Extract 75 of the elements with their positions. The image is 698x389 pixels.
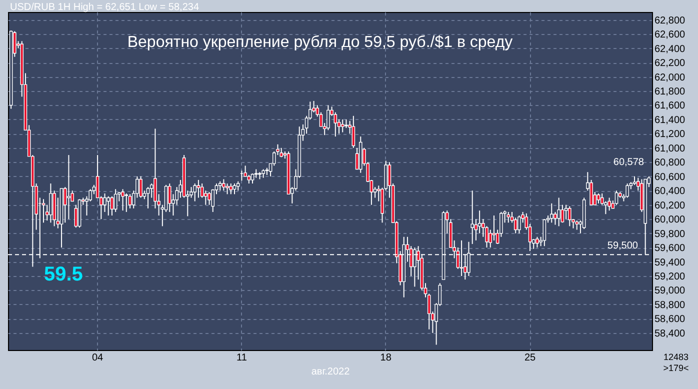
candlestick — [67, 154, 70, 220]
candlestick — [575, 220, 579, 230]
annotation: 60,578 — [613, 157, 644, 168]
candlestick — [554, 211, 557, 226]
y-tick-label: 59,200 — [654, 271, 686, 282]
y-tick-label: 61,200 — [654, 129, 686, 140]
candlestick — [110, 196, 114, 216]
y-tick-label: 60,000 — [654, 214, 686, 226]
candlestick — [470, 190, 474, 244]
candlestick — [49, 182, 52, 224]
candlestick — [614, 190, 618, 206]
y-tick-label: 61,400 — [654, 114, 686, 126]
candlestick — [128, 194, 132, 209]
y-tick-label: 62,800 — [654, 15, 686, 26]
annotation: 59.5 — [44, 264, 83, 286]
candlestick — [236, 180, 240, 192]
y-tick-label: 58,600 — [654, 314, 686, 326]
candlestick — [103, 192, 106, 212]
x-tick-label: 11 — [236, 352, 248, 364]
candlestick — [208, 192, 211, 206]
candlestick — [106, 196, 110, 216]
candlestick — [114, 188, 118, 212]
candlestick — [564, 204, 568, 220]
x-tick-label: 18 — [380, 352, 392, 364]
candlestick — [121, 188, 124, 212]
candlestick — [250, 173, 254, 184]
candlestick — [506, 211, 510, 224]
candlestick — [352, 115, 356, 148]
y-tick-label: 58,800 — [654, 300, 686, 311]
x-tick-label: 04 — [92, 352, 104, 364]
y-tick-label: 61,000 — [654, 143, 686, 154]
candlestick — [124, 192, 128, 212]
candlestick — [568, 206, 572, 227]
candlestick — [608, 197, 611, 212]
y-tick-label: 60,800 — [654, 158, 686, 169]
candlestick — [542, 218, 546, 247]
text: Вероятно укрепление рубля до 59,5 руб./$1 в среду — [127, 34, 513, 51]
annotation: USD/RUB 1H High = 62,651 Low = 58,234 — [10, 2, 200, 13]
candlestick — [168, 182, 172, 212]
y-tick-label: 62,000 — [654, 72, 686, 84]
y-tick-label: 59,800 — [654, 228, 686, 240]
y-tick-label: 60,600 — [654, 172, 686, 183]
candlestick — [626, 182, 629, 198]
candlestick — [340, 118, 344, 133]
y-tick-label: 59,400 — [654, 257, 686, 268]
candlestick — [557, 197, 560, 227]
ref-line-label: 59,500 — [607, 240, 638, 252]
y-tick-label: 61,600 — [654, 100, 686, 112]
candlestick — [146, 186, 150, 209]
candlestick — [226, 182, 229, 195]
candlestick — [193, 182, 197, 202]
text: 12483 — [663, 352, 689, 362]
candlestick — [229, 182, 233, 195]
candlestick — [492, 215, 496, 241]
y-tick-label: 60,400 — [654, 186, 686, 198]
y-tick-label: 62,600 — [654, 30, 686, 41]
candlestick — [222, 178, 226, 192]
candlestick — [218, 180, 222, 192]
y-tick-label: 61,800 — [654, 86, 686, 98]
candlestick — [204, 190, 208, 206]
y-tick-label: 58,400 — [654, 328, 686, 340]
candlestick — [326, 104, 330, 131]
y-tick-label: 59,600 — [654, 243, 686, 254]
y-tick-label: 59,000 — [654, 286, 686, 297]
y-tick-label: 60,200 — [654, 200, 686, 212]
text: >179< — [663, 363, 689, 373]
y-tick-label: 62,400 — [654, 44, 686, 55]
candlestick — [536, 236, 539, 248]
candlestick — [596, 192, 600, 204]
candlestick — [139, 176, 142, 198]
candlestick — [518, 215, 521, 234]
x-tick-label: 25 — [524, 352, 536, 364]
x-axis-title: авг.2022 — [311, 366, 350, 378]
candlestick — [550, 202, 554, 224]
y-tick-label: 62,200 — [654, 58, 686, 70]
